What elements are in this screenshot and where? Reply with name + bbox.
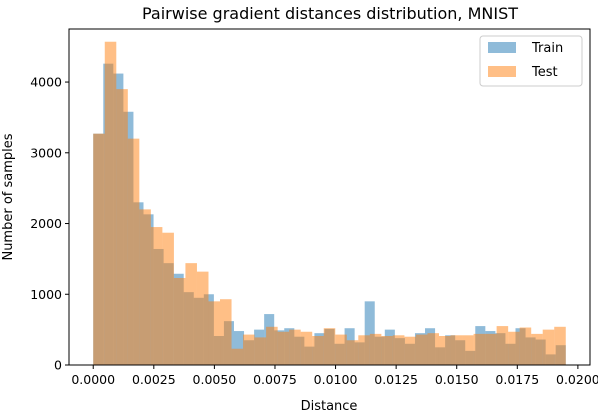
- y-tick-label: 0: [54, 358, 62, 373]
- test-bar: [116, 89, 128, 365]
- plot-frame: [68, 28, 591, 366]
- train-bar: [364, 301, 375, 365]
- x-tick-label: 0.0150: [435, 372, 479, 387]
- test-bar: [450, 335, 463, 365]
- y-axis-label: Number of samples: [1, 133, 16, 260]
- test-bar: [554, 326, 566, 365]
- test-bar: [104, 41, 117, 365]
- test-bar: [438, 336, 451, 365]
- test-bar: [335, 334, 347, 365]
- x-tick-label: 0.0200: [556, 372, 598, 387]
- test-bar: [173, 277, 186, 365]
- test-bar: [392, 335, 405, 365]
- legend-label-train: Train: [531, 41, 563, 56]
- test-bar: [381, 336, 393, 365]
- test-bar: [531, 333, 543, 365]
- test-bar: [185, 263, 197, 365]
- y-axis-ticks: 0 1000 2000 3000 4000: [30, 75, 69, 373]
- test-bar: [369, 333, 382, 365]
- test-bar: [277, 331, 290, 365]
- y-tick-label: 3000: [30, 145, 62, 160]
- train-bar: [233, 331, 245, 365]
- test-bar: [404, 336, 416, 365]
- test-bar: [139, 209, 151, 365]
- test-bar: [300, 331, 313, 365]
- test-bar: [473, 333, 486, 365]
- x-tick-label: 0.0075: [253, 372, 297, 387]
- x-axis-label: Distance: [301, 399, 358, 414]
- y-tick-label: 4000: [30, 75, 62, 90]
- test-bar: [496, 326, 509, 365]
- test-bar: [519, 327, 532, 365]
- legend: Train Test: [479, 35, 583, 87]
- test-bar: [485, 333, 497, 365]
- x-tick-label: 0.0175: [495, 372, 539, 387]
- test-bar: [243, 334, 255, 365]
- x-axis-ticks: 0.0000 0.0025 0.0050 0.0075 0.0100 0.0125 0.01…: [71, 365, 598, 387]
- test-bar: [231, 348, 244, 365]
- test-bar: [208, 301, 221, 365]
- test-bar: [93, 133, 105, 365]
- test-bar: [508, 331, 520, 365]
- chart-title: Pairwise gradient distances distribution…: [142, 4, 518, 23]
- x-tick-label: 0.0050: [193, 372, 237, 387]
- y-tick-label: 2000: [30, 216, 62, 231]
- test-bar: [358, 335, 370, 365]
- test-bar: [462, 335, 474, 365]
- test-bar: [415, 334, 428, 365]
- x-tick-label: 0.0125: [374, 372, 418, 387]
- test-bar: [127, 138, 140, 365]
- x-tick-label: 0.0100: [314, 372, 358, 387]
- test-bar: [312, 336, 324, 365]
- test-bar: [289, 329, 301, 365]
- legend-swatch-train: [488, 42, 516, 53]
- test-bar: [542, 329, 555, 365]
- test-bar: [150, 227, 163, 365]
- test-bar: [346, 340, 359, 365]
- test-bar: [323, 328, 336, 365]
- legend-label-test: Test: [531, 65, 558, 80]
- x-tick-label: 0.0000: [71, 372, 115, 387]
- test-bar: [196, 271, 209, 365]
- x-tick-label: 0.0025: [132, 372, 176, 387]
- test-bars: [93, 41, 566, 365]
- test-bar: [427, 333, 439, 365]
- test-bar: [162, 232, 174, 365]
- test-bar: [254, 337, 267, 365]
- legend-swatch-test: [488, 66, 516, 77]
- test-bar: [220, 299, 232, 365]
- test-bar: [266, 326, 278, 365]
- y-tick-label: 1000: [30, 287, 62, 302]
